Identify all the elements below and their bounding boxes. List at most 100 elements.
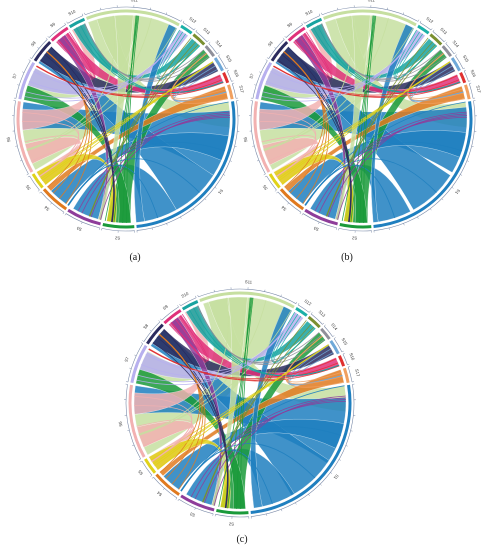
chord-strand xyxy=(194,400,346,500)
tick-mark xyxy=(29,57,32,59)
chord-strand xyxy=(26,27,177,151)
tick-mark xyxy=(182,20,185,23)
tick-mark xyxy=(455,54,458,56)
tick-mark xyxy=(81,221,83,225)
segment-arc xyxy=(305,17,323,29)
segment-arc xyxy=(329,340,340,355)
tick-mark xyxy=(64,22,66,25)
segment-label-s1: S1 xyxy=(217,188,224,196)
tick-mark xyxy=(319,483,322,486)
tick-mark xyxy=(138,458,141,461)
segment-label-s13: S13 xyxy=(439,27,448,36)
tick-mark xyxy=(81,13,84,16)
tick-mark xyxy=(177,305,179,308)
segment-arc xyxy=(338,355,346,367)
tick-mark xyxy=(451,186,454,189)
tick-mark xyxy=(429,208,432,211)
segment-arc xyxy=(255,61,273,100)
segment-label-s16: S16 xyxy=(470,69,478,78)
tick-mark xyxy=(445,41,448,44)
segment-arc xyxy=(31,173,44,189)
segment-tick-ring xyxy=(101,228,135,232)
segment-arc xyxy=(253,101,271,173)
segment-arc xyxy=(16,101,34,173)
chord-strand xyxy=(213,397,346,506)
tick-mark xyxy=(303,21,305,24)
segment-arc xyxy=(250,384,352,514)
tick-mark xyxy=(342,353,345,355)
tick-mark xyxy=(206,40,209,42)
segment-arc xyxy=(307,315,321,329)
chord-strand xyxy=(180,443,316,492)
segment-arc xyxy=(373,101,473,228)
segment-arc xyxy=(339,223,372,229)
tick-mark xyxy=(402,12,404,15)
tick-mark xyxy=(318,221,320,225)
chord-strand xyxy=(44,53,115,223)
segment-label-s11: S11 xyxy=(245,279,253,285)
tick-mark xyxy=(417,216,419,219)
tick-mark xyxy=(441,198,444,201)
tick-mark xyxy=(22,71,25,73)
segment-arc xyxy=(146,323,164,345)
chord-strand xyxy=(173,69,227,102)
tick-mark xyxy=(469,82,472,84)
segment-arc xyxy=(342,367,350,384)
segment-arc xyxy=(204,45,216,58)
chord-strand xyxy=(295,32,332,79)
tick-mark xyxy=(39,191,42,194)
tick-mark xyxy=(256,160,259,162)
segment-label-s10: S10 xyxy=(180,291,190,299)
segment-arc xyxy=(67,208,101,226)
chord-strand xyxy=(58,32,95,79)
tick-mark xyxy=(322,322,325,325)
tick-mark xyxy=(263,173,266,176)
chord-ribbon xyxy=(211,296,248,507)
segment-arc xyxy=(68,17,86,29)
tick-mark xyxy=(309,310,311,313)
tick-mark xyxy=(265,59,268,61)
segment-arc xyxy=(417,24,430,35)
chord-strand xyxy=(41,61,214,181)
caption-a: (a) xyxy=(129,252,141,263)
tick-mark xyxy=(403,223,405,226)
tick-mark xyxy=(62,212,65,215)
chord-strand xyxy=(304,158,437,206)
segment-arc xyxy=(130,344,148,384)
chord-strand xyxy=(136,312,297,386)
tick-mark xyxy=(208,41,211,44)
chord-strand xyxy=(90,115,230,218)
chord-strand xyxy=(341,15,376,221)
segment-label-s8: S8 xyxy=(267,40,275,48)
tick-mark xyxy=(308,494,310,496)
tick-mark xyxy=(193,28,196,31)
chord-strand xyxy=(180,449,273,505)
tick-mark xyxy=(254,84,257,86)
tick-mark xyxy=(129,367,132,369)
segment-arc xyxy=(144,458,157,474)
tick-mark xyxy=(348,366,351,368)
segment-arc xyxy=(18,61,36,100)
chord-strand xyxy=(273,315,316,364)
segment-label-s3: S3 xyxy=(312,225,319,232)
caption-b: (b) xyxy=(341,252,353,263)
tick-mark xyxy=(295,502,297,505)
chord-strand xyxy=(100,113,230,220)
chord-strand xyxy=(46,51,87,188)
segment-label-s15: S15 xyxy=(225,54,233,64)
tick-mark xyxy=(204,198,207,201)
segment-label-s9: S9 xyxy=(162,303,170,311)
segment-arc xyxy=(268,173,281,189)
segment-label-s9: S9 xyxy=(49,21,57,29)
tick-mark xyxy=(150,475,153,477)
tick-mark xyxy=(347,363,350,365)
tick-mark xyxy=(165,12,167,15)
segment-label-s11: S11 xyxy=(368,0,376,3)
chord-strand xyxy=(126,15,140,224)
tick-mark xyxy=(162,488,165,491)
tick-mark xyxy=(297,303,300,306)
segment-arc xyxy=(192,33,206,46)
segment-tick-ring xyxy=(85,6,182,22)
